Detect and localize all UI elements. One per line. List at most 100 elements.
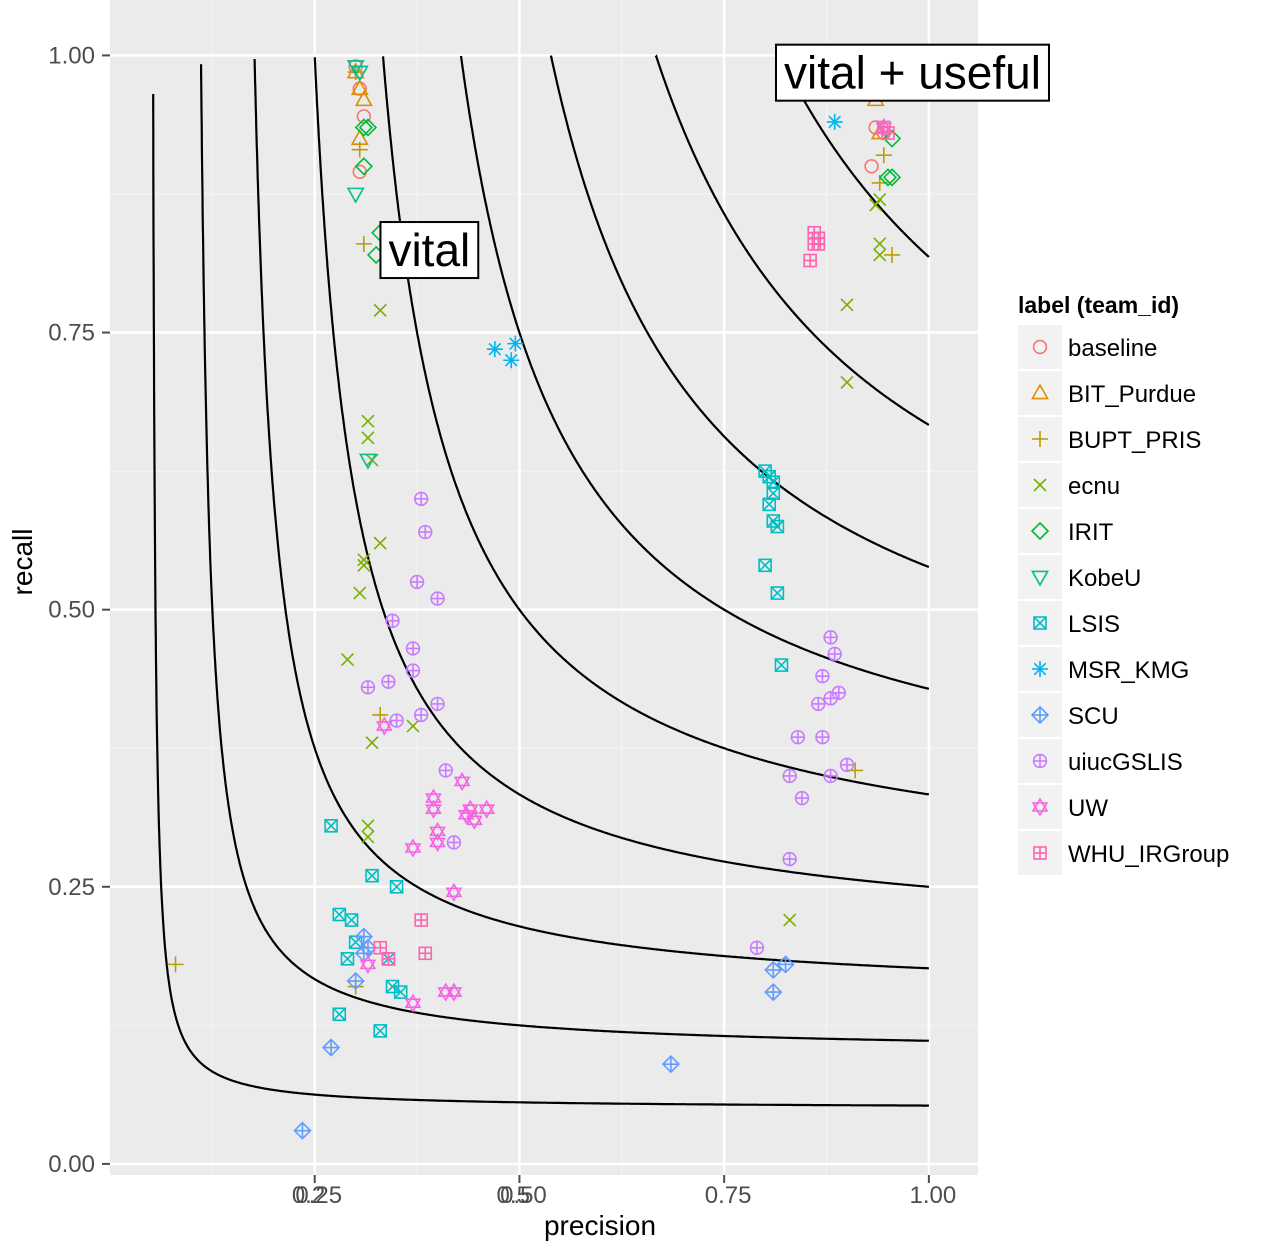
- point-uiucGSLIS: [790, 729, 806, 745]
- point-WHU_IRGroup: [811, 237, 826, 251]
- point-uiucGSLIS: [360, 680, 376, 695]
- legend-key: [1018, 325, 1062, 369]
- point-UW: [445, 882, 463, 902]
- point-UW: [466, 810, 483, 830]
- f-curve: [459, 55, 930, 690]
- point-uiucGSLIS: [430, 696, 445, 712]
- point-SCU: [354, 944, 373, 963]
- annotation-label: vital + useful: [784, 47, 1041, 99]
- legend-label: baseline: [1068, 335, 1157, 362]
- point-UW: [359, 954, 377, 974]
- f-curve: [381, 56, 930, 796]
- x-tick-label: 0.50: [500, 1182, 547, 1209]
- point-ecnu: [357, 558, 371, 572]
- f-curve: [200, 64, 929, 1042]
- point-BIT_Purdue: [350, 79, 369, 96]
- point-LSIS: [344, 913, 359, 927]
- point-UW: [375, 716, 393, 736]
- legend-label: WHU_IRGroup: [1068, 841, 1229, 868]
- point-uiucGSLIS: [815, 668, 830, 684]
- legend-key: [1018, 555, 1062, 599]
- point-IRIT: [878, 168, 898, 187]
- point-uiucGSLIS: [413, 707, 429, 723]
- point-KobeU: [358, 453, 377, 470]
- x-tick-label: 0.25: [295, 1182, 342, 1209]
- point-IRIT: [358, 118, 378, 137]
- legend-symbol-WHU_IRGroup: [1033, 846, 1047, 860]
- point-uiucGSLIS: [823, 691, 838, 706]
- point-uiucGSLIS: [405, 641, 421, 656]
- point-LSIS: [758, 558, 772, 573]
- point-uiucGSLIS: [782, 851, 797, 867]
- point-UW: [425, 799, 442, 819]
- point-BUPT_PRIS: [351, 141, 368, 158]
- f-curve: [654, 54, 930, 426]
- y-axis-title: recall: [7, 529, 38, 596]
- legend: label (team_id) baseline BIT_Purdue BUPT_P…: [1018, 292, 1229, 875]
- point-BUPT_PRIS: [884, 246, 901, 263]
- point-LSIS: [393, 985, 408, 999]
- legend-symbol-ecnu: [1033, 478, 1047, 492]
- point-LSIS: [365, 868, 379, 883]
- f-curve: [549, 55, 930, 569]
- legend-key: [1018, 371, 1062, 415]
- x-tick-label: 1.00: [910, 1182, 957, 1209]
- y-tick-label: 0.00: [48, 1151, 95, 1178]
- point-uiucGSLIS: [409, 574, 425, 590]
- point-LSIS: [332, 1007, 347, 1022]
- point-LSIS: [324, 819, 338, 833]
- point-MSR_KMG: [826, 113, 843, 130]
- legend-key: [1018, 785, 1062, 829]
- point-uiucGSLIS: [413, 491, 429, 507]
- legend-label: MSR_KMG: [1068, 657, 1189, 684]
- legend-label: ecnu: [1068, 473, 1120, 500]
- point-ecnu: [361, 414, 375, 428]
- legend-symbol-SCU: [1030, 705, 1050, 725]
- point-uiucGSLIS: [794, 790, 810, 806]
- point-ecnu: [361, 431, 375, 445]
- f-measure-curves: [152, 54, 930, 1107]
- point-baseline: [864, 159, 879, 174]
- y-tick-label: 0.75: [48, 320, 95, 347]
- legend-symbol-uiucGSLIS: [1032, 753, 1048, 769]
- legend-symbol-BUPT_PRIS: [1032, 431, 1048, 447]
- point-KobeU: [350, 65, 369, 82]
- legend-symbol-MSR_KMG: [1032, 661, 1048, 677]
- point-WHU_IRGroup: [381, 952, 396, 966]
- y-tick-label: 0.50: [48, 597, 95, 624]
- legend-symbol-baseline: [1032, 339, 1048, 355]
- point-ecnu: [365, 736, 379, 750]
- point-UW: [478, 799, 496, 819]
- point-SCU: [776, 955, 795, 974]
- annotations: vital vital + useful: [379, 43, 1050, 280]
- annotation-box: [774, 43, 1050, 102]
- point-SCU: [764, 960, 783, 980]
- point-IRIT: [882, 168, 902, 187]
- point-uiucGSLIS: [815, 729, 830, 745]
- point-BUPT_PRIS: [355, 235, 372, 252]
- point-ecnu: [353, 586, 367, 600]
- point-ecnu: [873, 192, 887, 207]
- point-ecnu: [340, 652, 355, 667]
- legend-label: SCU: [1068, 703, 1119, 730]
- point-IRIT: [354, 157, 373, 176]
- point-MSR_KMG: [486, 341, 503, 358]
- point-WHU_IRGroup: [373, 940, 388, 955]
- legend-label: LSIS: [1068, 611, 1120, 638]
- point-LSIS: [766, 475, 781, 489]
- point-uiucGSLIS: [749, 940, 765, 955]
- annotation-label: vital: [388, 224, 470, 276]
- x-tick-label-overlay: 0.5: [497, 1182, 530, 1209]
- point-KobeU: [346, 187, 365, 204]
- legend-symbol-LSIS: [1033, 616, 1047, 630]
- point-SCU: [321, 1038, 341, 1057]
- point-MSR_KMG: [503, 352, 520, 369]
- x-tick-label: 0.75: [705, 1182, 752, 1209]
- point-uiucGSLIS: [385, 613, 400, 628]
- point-ecnu: [357, 553, 371, 567]
- point-MSR_KMG: [507, 335, 524, 352]
- f-curve: [313, 57, 929, 888]
- point-ecnu: [361, 830, 375, 844]
- plot-panel: [110, 0, 978, 1175]
